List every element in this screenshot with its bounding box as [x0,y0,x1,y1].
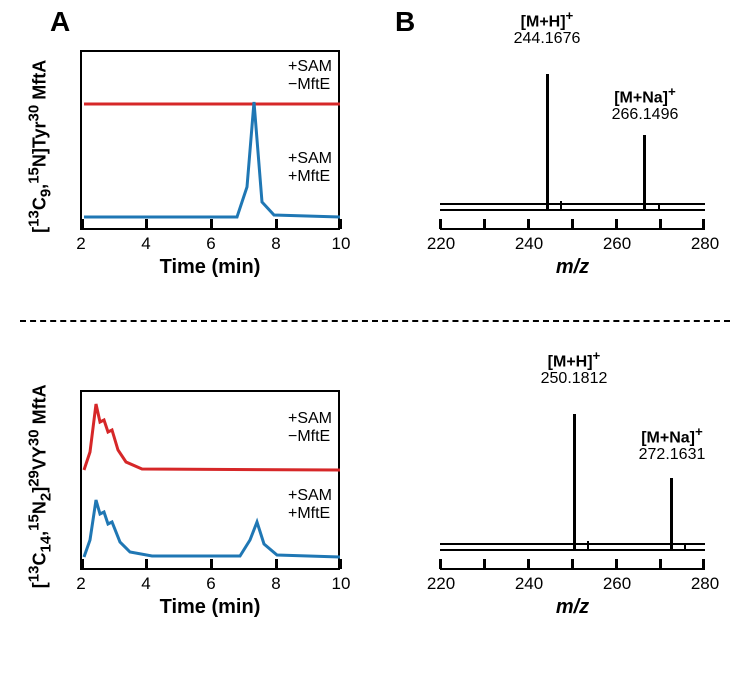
xtick: 280 [691,234,719,254]
cond-a-top-blue: +SAM+MftE [288,150,332,185]
panel-a-bottom-xlabel: Time (min) [80,596,340,619]
ion-mh-bottom: [M+H]+ [548,348,601,371]
mass-mh-bottom: 250.1812 [541,370,608,388]
xtick: 220 [427,234,455,254]
xtick: 4 [141,234,150,254]
panel-divider [20,320,730,322]
panel-b-bottom-chart [440,390,705,570]
mass-mh-top: 244.1676 [514,30,581,48]
panel-a-top-xlabel: Time (min) [80,256,340,279]
cond-a-bottom-red: +SAM−MftE [288,410,332,445]
panel-a-top-ylabel: [13C9,15N]Tyr30 MftA [26,56,55,236]
panel-a-label: A [50,6,70,38]
panel-a-top-chart: +SAM−MftE +SAM+MftE [80,50,340,230]
xtick: 10 [332,234,351,254]
xtick: 4 [141,574,150,594]
panel-a-bottom-ylabel: [13C14,15N2]29VY30 MftA [26,376,55,596]
panel-b-top-xlabel: m/z [440,256,705,279]
xtick: 240 [515,234,543,254]
xtick: 280 [691,574,719,594]
panel-a-bottom-chart: +SAM−MftE +SAM+MftE [80,390,340,570]
peak-bottom-mh [573,414,576,549]
panel-b-top-chart [440,50,705,230]
xtick: 220 [427,574,455,594]
peak-top-mna [643,135,646,209]
xtick: 8 [271,234,280,254]
ion-mh-top: [M+H]+ [521,8,574,31]
xtick: 8 [271,574,280,594]
mass-mna-bottom: 272.1631 [639,446,706,464]
peak-bottom-mna [670,478,673,549]
cond-a-top-red: +SAM−MftE [288,58,332,93]
xtick: 260 [603,234,631,254]
xtick: 240 [515,574,543,594]
panel-b-label: B [395,6,415,38]
panel-b-bottom-xlabel: m/z [440,596,705,619]
mass-mna-top: 266.1496 [612,106,679,124]
xtick: 10 [332,574,351,594]
cond-a-bottom-blue: +SAM+MftE [288,487,332,522]
xtick: 2 [76,234,85,254]
peak-top-mh [546,74,549,209]
xtick: 6 [206,234,215,254]
xtick: 260 [603,574,631,594]
ion-mna-bottom: [M+Na]+ [641,424,703,447]
xtick: 6 [206,574,215,594]
xtick: 2 [76,574,85,594]
ion-mna-top: [M+Na]+ [614,84,676,107]
